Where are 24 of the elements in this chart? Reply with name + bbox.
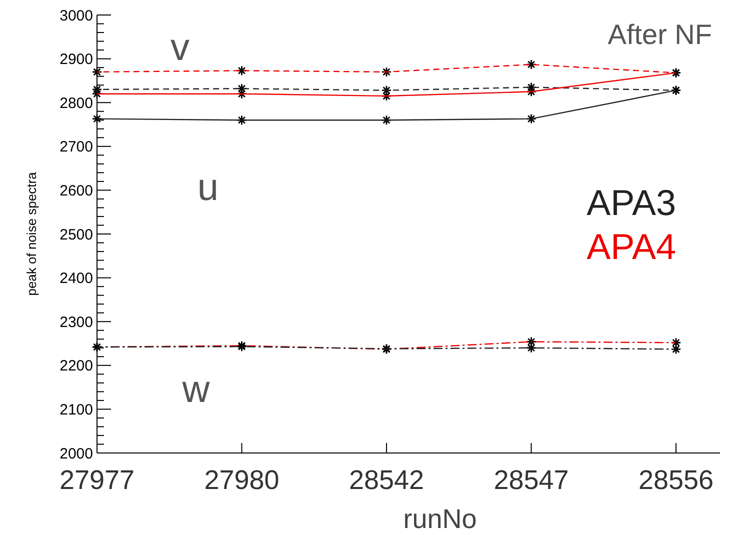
y-tick-label: 3000: [60, 7, 93, 24]
y-tick-label: 2500: [60, 226, 93, 244]
annotation: v: [170, 27, 190, 69]
text: APA4: [586, 226, 676, 267]
y-tick-label: 2200: [60, 358, 93, 375]
y-tick-label: 2400: [60, 270, 93, 288]
y-tick-label: 2700: [60, 138, 93, 156]
y-tick-label: 2900: [60, 51, 93, 68]
y-tick-label: 2800: [60, 94, 93, 112]
x-tick-label: 27977: [59, 465, 135, 495]
y-axis-title: peak of noise spectra: [24, 171, 39, 296]
text: APA3: [586, 182, 676, 223]
y-tick-label: 2100: [60, 401, 93, 418]
annotation: w: [181, 369, 210, 411]
x-tick-label: 27980: [204, 465, 280, 495]
y-tick-label: 2300: [60, 314, 93, 331]
y-tick-label: 2000: [60, 445, 93, 462]
x-tick-label: 28556: [638, 465, 714, 495]
x-axis-title: runNo: [403, 504, 477, 534]
x-tick-label: 28547: [494, 465, 569, 495]
x-tick-label: 28542: [348, 465, 424, 495]
annotation: After NF: [608, 19, 712, 50]
y-tick-label: 2600: [60, 182, 93, 200]
annotation: u: [197, 167, 219, 209]
